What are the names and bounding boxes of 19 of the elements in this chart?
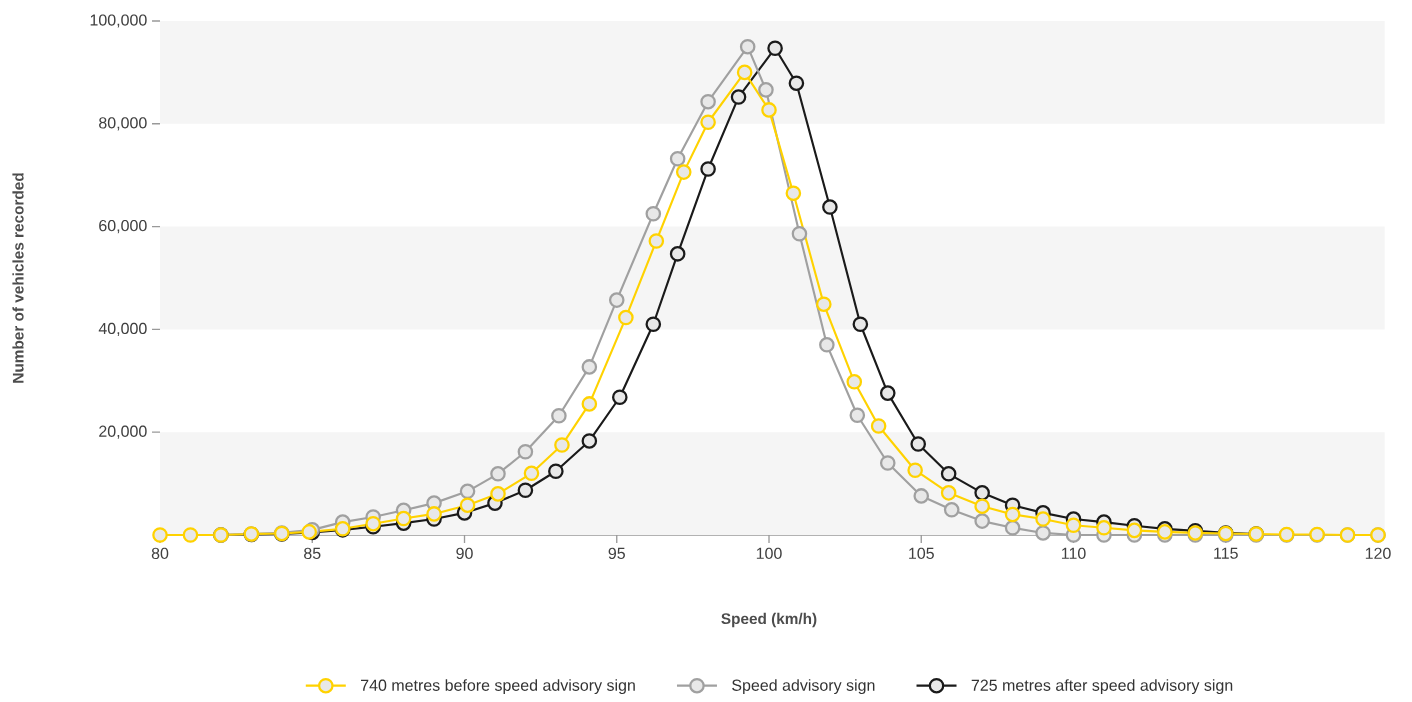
x-tick-label: 105 [909,547,934,560]
y-axis-title: Number of vehicles recorded [12,173,24,383]
x-tick-label: 90 [456,547,473,560]
x-tick-label: 115 [1214,547,1238,559]
x-tick-label: 120 [1365,547,1391,560]
y-tick-label: 100,000 [90,14,147,28]
x-tick-label: 95 [608,547,625,560]
y-tick-label: 20,000 [99,425,147,439]
x-tick-label: 85 [304,547,321,560]
x-tick-label: 80 [151,547,169,560]
y-tick-label: 80,000 [99,117,147,131]
x-tick-label: 110 [1061,547,1086,560]
x-tick-label: 100 [756,547,782,560]
legend-label: 725 metres after speed advisory sign [971,679,1233,695]
y-tick-label: 40,000 [98,322,147,336]
y-tick-label: 60,000 [99,219,147,234]
legend-label: 740 metres before speed advisory sign [361,679,635,695]
legend-label: Speed advisory sign [732,679,875,695]
x-axis-title: Speed (km/h) [721,612,817,628]
